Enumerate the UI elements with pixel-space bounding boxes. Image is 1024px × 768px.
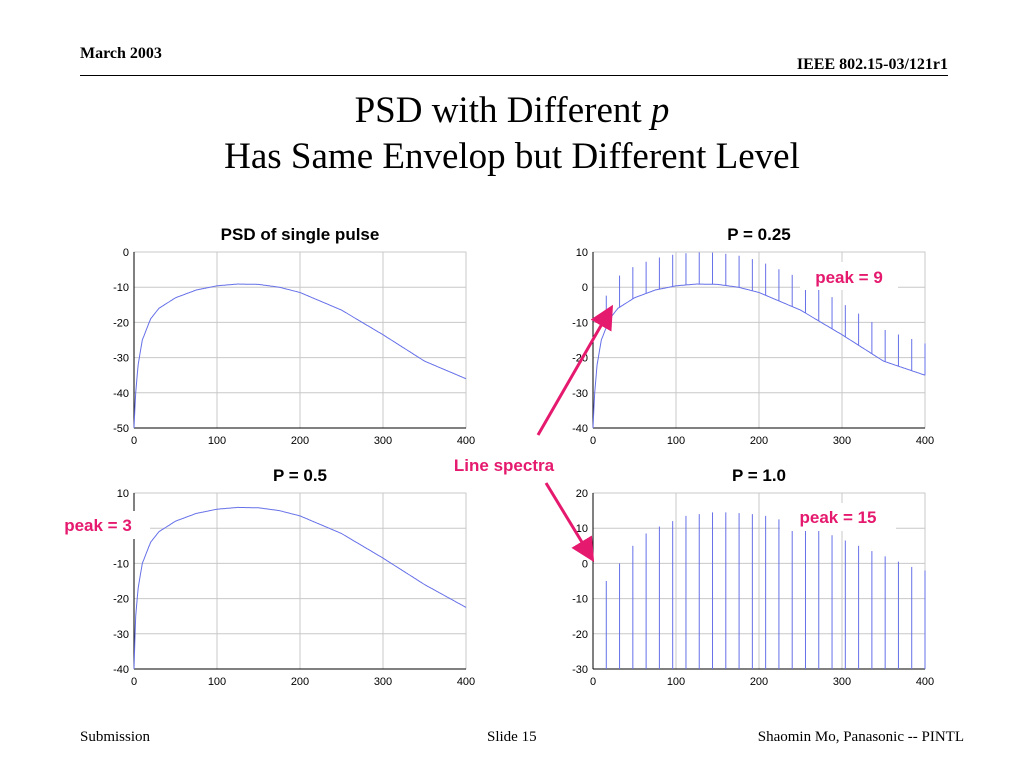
y-tick-label: -40 — [572, 423, 588, 435]
x-tick-label: 200 — [291, 435, 309, 447]
header-divider — [80, 75, 948, 76]
y-tick-label: -50 — [113, 423, 129, 435]
y-tick-label: -10 — [113, 558, 129, 570]
y-tick-label: -20 — [113, 594, 129, 606]
peak-label-10: peak = 15 — [799, 508, 876, 527]
x-tick-label: 0 — [590, 676, 596, 688]
peak-label-05: peak = 3 — [64, 516, 132, 535]
x-tick-label: 100 — [208, 435, 226, 447]
y-tick-label: -20 — [113, 317, 129, 329]
y-tick-label: 0 — [123, 247, 129, 259]
peak-label-025-bg — [800, 262, 898, 290]
x-tick-label: 0 — [590, 435, 596, 447]
x-tick-label: 200 — [750, 676, 768, 688]
series-envelope — [133, 283, 467, 429]
x-tick-label: 100 — [667, 676, 685, 688]
peak-label-10-bg — [780, 503, 896, 531]
x-tick-label: 200 — [750, 435, 768, 447]
footer-author: Shaomin Mo, Panasonic -- PINTL — [757, 729, 964, 745]
x-tick-label: 300 — [374, 435, 392, 447]
chart-1: 0 100 200 300 400 0 -10 -20 -30 -40 -50 PSD of sing… — [113, 225, 475, 447]
x-tick-label: 300 — [833, 435, 851, 447]
y-tick-label: 10 — [576, 523, 588, 535]
y-tick-label: -30 — [113, 353, 129, 365]
line-spectra-label: Line spectra — [454, 456, 555, 475]
y-tick-label: -10 — [572, 317, 588, 329]
y-tick-label: 10 — [117, 488, 129, 500]
peak-label-05-bg — [48, 511, 150, 539]
header-date: March 2003 — [80, 45, 162, 62]
y-tick-label: 10 — [576, 247, 588, 259]
arrow-line-spectra-up — [536, 304, 613, 436]
slide-title: PSD with Different p Has Same Envelop bu… — [0, 88, 1024, 180]
chart-title: P = 0.5 — [273, 466, 327, 485]
x-tick-label: 0 — [131, 676, 137, 688]
y-tick-label: 20 — [576, 488, 588, 500]
header-doc-id: IEEE 802.15-03/121r1 — [796, 56, 948, 73]
x-tick-label: 300 — [833, 676, 851, 688]
x-tick-label: 400 — [916, 435, 934, 447]
y-tick-label: -30 — [113, 629, 129, 641]
series-envelope — [133, 506, 467, 670]
footer-slide-number: Slide 15 — [487, 729, 537, 745]
chart-title: PSD of single pulse — [221, 225, 380, 244]
y-tick-label: -40 — [113, 388, 129, 400]
y-tick-label: -30 — [572, 664, 588, 676]
x-tick-label: 0 — [131, 435, 137, 447]
arrow-line-spectra-down — [544, 482, 595, 563]
title-line-1: PSD with Different p — [354, 90, 670, 131]
y-tick-label: 0 — [582, 558, 588, 570]
y-tick-label: -10 — [113, 282, 129, 294]
x-tick-label: 400 — [457, 435, 475, 447]
y-tick-label: -20 — [572, 629, 588, 641]
y-tick-label: 0 — [582, 282, 588, 294]
y-tick-label: -10 — [572, 594, 588, 606]
x-tick-label: 400 — [457, 676, 475, 688]
series-envelope — [592, 283, 926, 429]
x-tick-label: 100 — [208, 676, 226, 688]
x-tick-label: 200 — [291, 676, 309, 688]
x-tick-label: 400 — [916, 676, 934, 688]
title-line-2: Has Same Envelop but Different Level — [224, 136, 800, 177]
x-tick-label: 300 — [374, 676, 392, 688]
y-tick-label: -30 — [572, 388, 588, 400]
title-italic-p: p — [650, 90, 670, 131]
chart-title: P = 1.0 — [732, 466, 786, 485]
x-tick-label: 100 — [667, 435, 685, 447]
chart-title: P = 0.25 — [727, 225, 791, 244]
peak-label-025: peak = 9 — [815, 268, 883, 287]
line-spectra-label-bg — [435, 450, 573, 478]
y-tick-label: -40 — [113, 664, 129, 676]
footer-submission: Submission — [80, 729, 151, 745]
